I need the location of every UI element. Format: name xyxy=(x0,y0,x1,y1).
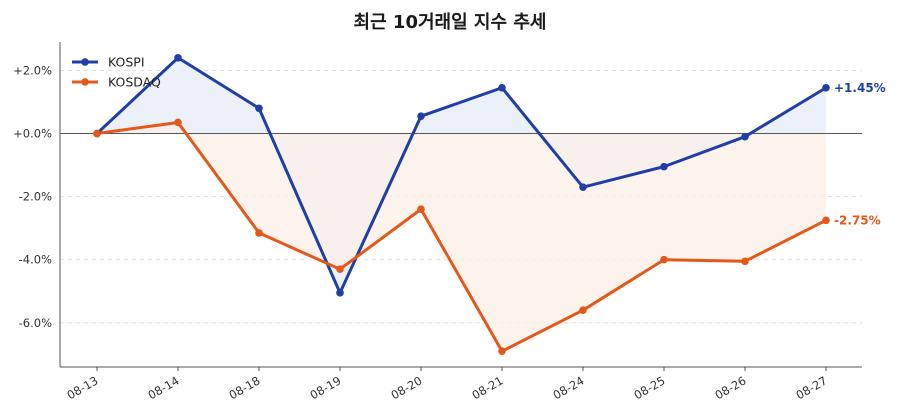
legend: KOSPI KOSDAQ xyxy=(72,55,161,90)
legend-label-kospi: KOSPI xyxy=(108,55,145,70)
data-point-kospi xyxy=(741,132,749,141)
data-point-kosdaq xyxy=(336,265,344,273)
x-tick-label: 08-21 xyxy=(470,373,506,402)
fill-layer xyxy=(97,57,826,352)
data-point-kosdaq xyxy=(417,205,425,214)
legend-label-kosdaq: KOSDAQ xyxy=(108,75,161,90)
data-point-kospi xyxy=(579,183,587,191)
series-line-kosdaq xyxy=(95,120,828,353)
y-tick-label: +2.0% xyxy=(13,63,52,77)
y-tick-label: +0.0% xyxy=(13,127,52,141)
end-value-label-kosdaq: -2.75% xyxy=(834,213,881,227)
data-point-kosdaq xyxy=(579,306,587,315)
line-layer xyxy=(95,56,828,353)
data-point-kospi xyxy=(336,289,344,297)
data-point-kosdaq xyxy=(822,216,830,225)
legend-marker-kosdaq xyxy=(81,78,89,86)
data-point-kospi xyxy=(660,162,668,171)
data-point-kospi xyxy=(417,112,425,120)
label-layer: +1.45% -2.75% xyxy=(834,81,886,228)
series-area-kospi xyxy=(97,57,826,293)
data-point-kospi xyxy=(498,83,506,92)
x-tick-label: 08-26 xyxy=(713,373,749,402)
data-point-kosdaq xyxy=(255,229,263,237)
x-tick-label: 08-20 xyxy=(389,373,425,402)
y-tick-label: -4.0% xyxy=(19,253,52,267)
x-tick-label: 08-19 xyxy=(308,373,344,402)
end-value-label-kospi: +1.45% xyxy=(834,81,886,95)
data-point-kospi xyxy=(255,104,263,113)
data-point-kosdaq xyxy=(93,129,101,138)
chart-title: 최근 10거래일 지수 추세 xyxy=(354,12,547,33)
y-tick-label: -6.0% xyxy=(19,316,52,330)
x-tick-label: 08-14 xyxy=(146,373,182,402)
data-point-kospi xyxy=(822,83,830,92)
y-tick-label: -2.0% xyxy=(19,190,52,204)
data-point-kosdaq xyxy=(741,257,749,266)
data-point-kosdaq xyxy=(174,118,182,127)
point-layer xyxy=(93,53,830,356)
legend-marker-kospi xyxy=(81,58,89,66)
data-point-kospi xyxy=(174,53,182,62)
series-line-kospi xyxy=(95,56,828,295)
data-point-kosdaq xyxy=(660,255,668,264)
x-tick-label: 08-25 xyxy=(632,373,668,402)
x-tick-label: 08-18 xyxy=(227,373,263,402)
data-point-kosdaq xyxy=(498,347,506,356)
x-tick-label: 08-13 xyxy=(65,373,101,402)
x-tick-label: 08-27 xyxy=(794,373,830,402)
series-area-kosdaq xyxy=(97,122,826,352)
x-tick-label: 08-24 xyxy=(551,373,587,402)
